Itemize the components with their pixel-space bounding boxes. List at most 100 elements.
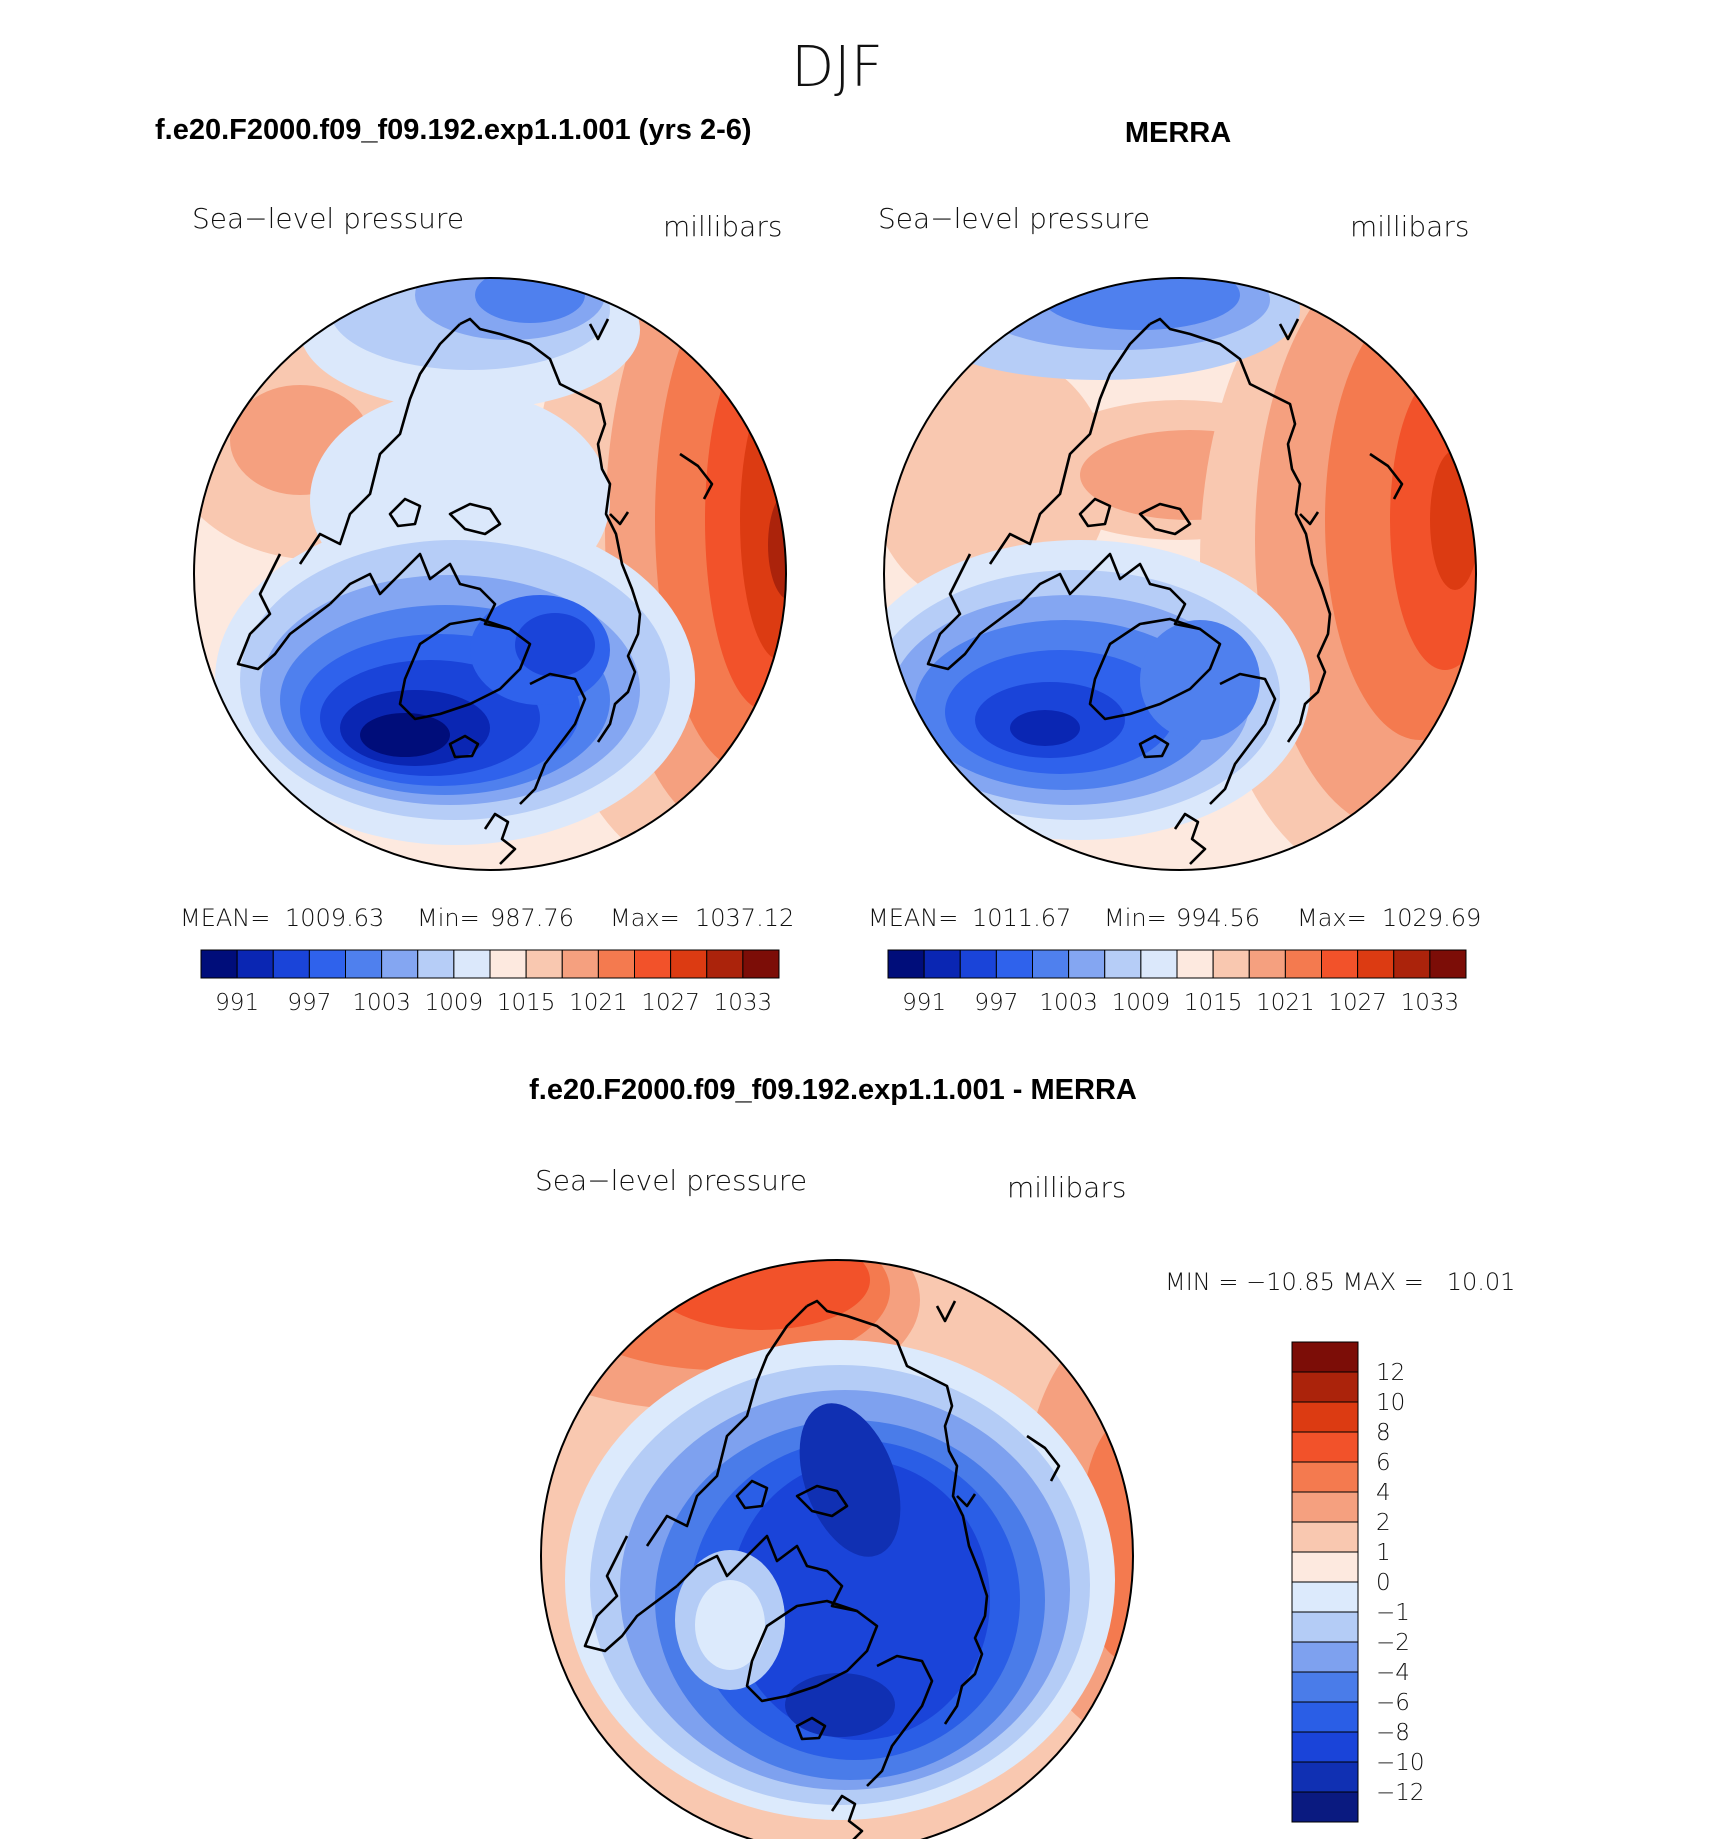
diff-colorbar-tick-label: 4	[1376, 1480, 1391, 1506]
merra-colorbar-swatch	[1393, 949, 1431, 979]
diff-colorbar-tick-label: −6	[1376, 1690, 1410, 1716]
model-colorbar-swatch	[634, 949, 672, 979]
diff-colorbar-swatch	[1291, 1521, 1359, 1553]
model-colorbar-swatch	[417, 949, 455, 979]
model-colorbar-tick-label: 991	[215, 990, 259, 1016]
model-colorbar-tick-label: 997	[287, 990, 331, 1016]
diff-colorbar-swatch	[1291, 1671, 1359, 1703]
merra-colorbar: 991 997 1003 1009 1015 1021 1027 1033	[887, 949, 1467, 1016]
diff-field-title: Sea−level pressure	[535, 1164, 807, 1197]
diff-colorbar-swatch	[1291, 1461, 1359, 1493]
model-colorbar-swatch	[670, 949, 708, 979]
model-units: millibars	[663, 210, 782, 243]
diff-colorbar-tick-label: −2	[1376, 1630, 1410, 1656]
merra-units: millibars	[1350, 210, 1469, 243]
merra-colorbar-swatch	[1357, 949, 1395, 979]
diff-colorbar-tick-label: 10	[1376, 1390, 1405, 1416]
diff-colorbar-swatch	[1291, 1341, 1359, 1373]
diff-colorbar-tick-label: 12	[1376, 1360, 1405, 1386]
diff-colorbar-swatch	[1291, 1551, 1359, 1583]
model-colorbar-swatch	[706, 949, 744, 979]
model-max-value: 1037.12	[695, 904, 794, 932]
model-map	[194, 278, 786, 870]
model-colorbar-swatch	[381, 949, 419, 979]
model-colorbar: 991 997 1003 1009 1015 1021 1027 1033	[200, 949, 780, 1016]
merra-colorbar-swatch	[1032, 949, 1070, 979]
diff-colorbar-swatch	[1291, 1701, 1359, 1733]
merra-field-title: Sea−level pressure	[878, 202, 1150, 235]
model-colorbar-tick-label: 1027	[641, 990, 700, 1016]
merra-colorbar-swatch	[1140, 949, 1178, 979]
merra-min-label: Min=	[1104, 904, 1167, 932]
diff-panel: f.e20.F2000.f09_f09.192.exp1.1.001 - MER…	[529, 1074, 1515, 1839]
diff-colorbar-tick-label: −8	[1376, 1720, 1410, 1746]
merra-colorbar-tick-label: 991	[902, 990, 946, 1016]
diff-colorbar-tick-label: −4	[1376, 1660, 1410, 1686]
model-colorbar-tick-label: 1015	[497, 990, 556, 1016]
model-mean-value: 1009.63	[285, 904, 384, 932]
model-map-border	[193, 277, 787, 871]
merra-colorbar-swatch	[995, 949, 1033, 979]
merra-colorbar-swatch	[1068, 949, 1106, 979]
merra-mean-label: MEAN=	[868, 904, 958, 932]
season-title: DJF	[791, 35, 883, 100]
merra-colorbar-swatch	[887, 949, 925, 979]
merra-colorbar-tick-label: 1009	[1112, 990, 1171, 1016]
diff-units: millibars	[1007, 1171, 1126, 1204]
model-colorbar-swatch	[489, 949, 527, 979]
merra-colorbar-tick-label: 1003	[1039, 990, 1098, 1016]
diff-colorbar-swatch	[1291, 1641, 1359, 1673]
merra-colorbar-tick-label: 1015	[1184, 990, 1243, 1016]
merra-max-label: Max=	[1297, 904, 1367, 932]
model-colorbar-swatch	[272, 949, 310, 979]
merra-colorbar-swatch	[959, 949, 997, 979]
model-mean-label: MEAN=	[180, 904, 270, 932]
merra-mean-value: 1011.67	[972, 904, 1071, 932]
merra-colorbar-swatch	[1212, 949, 1250, 979]
merra-colorbar-swatch	[1321, 949, 1359, 979]
model-min-label: Min=	[417, 904, 480, 932]
model-max-label: Max=	[610, 904, 680, 932]
model-colorbar-tick-label: 1009	[425, 990, 484, 1016]
diff-map	[541, 1260, 1133, 1839]
merra-colorbar-tick-label: 1027	[1328, 990, 1387, 1016]
merra-colorbar-tick-label: 1021	[1256, 990, 1315, 1016]
merra-colorbar-tick-label: 997	[974, 990, 1018, 1016]
diff-colorbar-tick-label: 6	[1376, 1450, 1391, 1476]
model-colorbar-swatch	[453, 949, 491, 979]
diff-colorbar-tick-label: 2	[1376, 1510, 1391, 1536]
model-stats-line: MEAN= 1009.63 Min= 987.76 Max= 1037.12	[180, 904, 794, 932]
diff-colorbar-swatch	[1291, 1761, 1359, 1793]
merra-colorbar-swatch	[923, 949, 961, 979]
merra-colorbar-swatch	[1248, 949, 1286, 979]
model-colorbar-tick-label: 1033	[714, 990, 773, 1016]
model-colorbar-swatch	[525, 949, 563, 979]
merra-colorbar-tick-label: 1033	[1401, 990, 1460, 1016]
diff-colorbar-tick-label: 8	[1376, 1420, 1391, 1446]
diff-colorbar-swatch	[1291, 1581, 1359, 1613]
merra-colorbar-swatch	[1104, 949, 1142, 979]
model-colorbar-swatch	[597, 949, 635, 979]
diff-colorbar-swatch	[1291, 1401, 1359, 1433]
model-panel: f.e20.F2000.f09_f09.192.exp1.1.001 (yrs …	[155, 114, 794, 1016]
model-colorbar-swatch	[308, 949, 346, 979]
model-colorbar-swatch	[200, 949, 238, 979]
diff-map-border	[540, 1259, 1134, 1839]
model-field-title: Sea−level pressure	[192, 202, 464, 235]
diff-colorbar-swatch	[1291, 1431, 1359, 1463]
diff-colorbar-tick-label: 1	[1376, 1540, 1391, 1566]
diff-colorbar-swatch	[1291, 1731, 1359, 1763]
diff-colorbar-swatch	[1291, 1611, 1359, 1643]
merra-max-value: 1029.69	[1382, 904, 1481, 932]
merra-colorbar-swatch	[1284, 949, 1322, 979]
merra-panel: MERRA Sea−level pressure millibars	[868, 117, 1481, 1016]
diff-colorbar-swatch	[1291, 1491, 1359, 1523]
model-colorbar-tick-label: 1003	[352, 990, 411, 1016]
merra-min-value: 994.56	[1176, 904, 1260, 932]
diff-minmax: MIN = −10.85 MAX = 10.01	[1165, 1268, 1515, 1296]
merra-header: MERRA	[1125, 117, 1231, 149]
merra-colorbar-swatch	[1429, 949, 1467, 979]
diff-colorbar-tick-label: −1	[1376, 1600, 1410, 1626]
